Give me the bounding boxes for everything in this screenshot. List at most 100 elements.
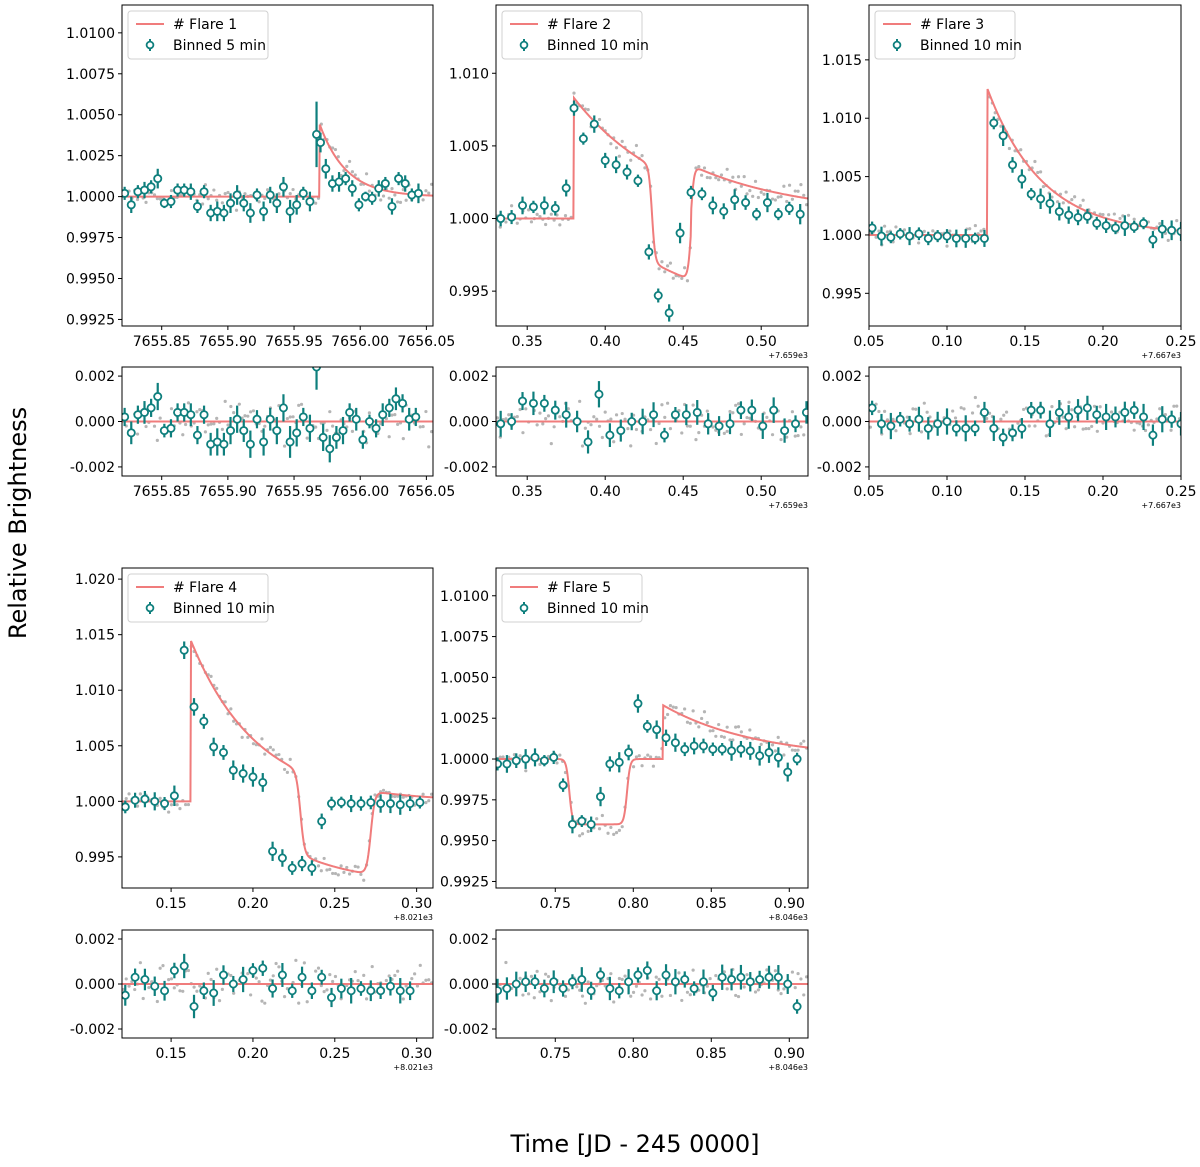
flare2-residual-point [616,426,626,436]
flare5-res-xtick-label: 0.85 [696,1046,727,1062]
flare5-raw-point [597,827,602,831]
flare2-residual-raw-point [521,431,525,435]
flare2-residual-raw-point [515,415,519,419]
flare2-residual-raw-point [541,422,545,426]
flare1-binned-point [413,188,423,198]
flare4-residual-point [130,972,140,982]
flare4-main-xtick-label: 0.30 [401,896,432,912]
flare2-raw-point [683,266,687,270]
flare1-raw-point [350,170,355,174]
flare3-residual-point [1008,428,1018,438]
flare5-residual-point [596,970,606,980]
flare2-raw-point [527,208,531,212]
flare4-residual-raw-point [353,970,357,974]
flare3-binned-point [869,223,877,233]
flare3-res-xtick-label: 0.10 [931,484,962,500]
flare1-binned-point [394,174,404,184]
flare2-raw-point [629,158,633,162]
flare2-binned-point [708,200,718,210]
flare2-legend-binned-label: Binned 10 min [547,38,649,54]
flare4-residual-raw-point [268,978,273,982]
flare3-residual-point [869,403,877,413]
flare4-binned-point [268,846,278,856]
flare1-residual-raw-point [246,414,250,418]
flare4-binned-point [366,797,376,807]
flare1-binned-point [367,193,377,203]
flare5-raw-point [790,748,795,752]
flare1-binned-point [272,198,282,208]
flare1-binned-point [292,200,302,210]
flare3-res-frame [868,366,1182,477]
flare3-binned-point [1167,225,1177,235]
flare1-residual-point [391,394,401,404]
flare3-binned-point [1092,218,1102,228]
flare5-residual-raw-point [640,993,644,997]
flare5-res-frame [495,929,809,1039]
flare2-binned-point [550,203,560,213]
flare3-residual-point [961,423,971,433]
flare3-main-xtick-label: 0.20 [1087,334,1118,350]
flare2-raw-point [504,220,508,224]
flare3-residual-raw-point [999,417,1003,421]
flare4-residual-raw-point [297,1001,301,1005]
flare4-binned-point [209,742,219,752]
flare3-binned-point [1082,211,1092,221]
flare5-residual-point [624,977,634,987]
flare4-residual-raw-point [172,986,176,990]
flare1-residual-point [186,410,196,420]
flare4-residual-point [268,984,278,994]
flare3-legend-model-label: # Flare 3 [920,17,984,33]
flare2-raw-point [799,183,803,187]
flare5-residual-raw-point [563,994,568,998]
flare5-binned-point [661,733,671,743]
flare5-residual-raw-point [620,977,624,981]
flare1-residual-raw-point [158,416,162,420]
flare4-raw-point [246,735,250,739]
flare3-raw-point [902,228,907,232]
flare2-raw-point [529,220,534,224]
flare1-residual-raw-point [186,401,191,405]
flare1-binned-point [278,182,288,192]
flare1-residual-point [318,432,328,442]
flare2-raw-point [617,154,621,158]
flare3-residual-raw-point [1073,425,1077,429]
flare4-raw-point [169,803,174,807]
flare5-residual-raw-point [708,976,712,981]
flare3-legend-binned-label: Binned 10 min [920,38,1022,54]
flare2-residual-raw-point [663,415,667,419]
flare4-residual-raw-point [260,999,264,1003]
flare1-residual-point [305,423,315,433]
flare2-binned-point [664,308,674,318]
flare1-raw-point [226,190,230,195]
flare2-residual-point [550,405,560,415]
flare3-plot-area [869,88,1181,249]
flare5-residual-raw-point [799,977,803,981]
flare1-binned-point [387,201,397,211]
flare1-main-ytick-label: 1.0000 [66,190,115,206]
flare5-main-frame [495,567,809,889]
flare5-residual-raw-point [521,993,525,997]
flare4-offset-label: +8.021e3 [393,913,433,922]
flare2-raw-point [538,214,542,219]
flare2-raw-point [719,173,724,177]
flare5-residual-point [567,977,577,987]
flare2-residual-raw-point [705,409,709,413]
flare3-raw-point [894,225,898,229]
flare4-residual-point [179,961,189,971]
flare4-residual-raw-point [141,996,145,1001]
flare3-residual-point [1176,419,1181,429]
flare3-binned-point [961,233,971,243]
flare4-raw-point [429,792,433,796]
flare4-residual-raw-point [305,1000,309,1004]
flare1-raw-point [421,198,425,202]
flare4-raw-point [328,867,332,871]
flare5-residual-raw-point [779,992,783,996]
flare1-binned-point [126,200,136,210]
flare5-raw-point [736,725,741,729]
flare5-raw-point [620,825,624,829]
flare1-residual-raw-point [181,433,185,437]
flare4-raw-point [178,806,182,811]
flare5-raw-point [498,755,502,759]
flare4-residual-raw-point [387,974,391,978]
